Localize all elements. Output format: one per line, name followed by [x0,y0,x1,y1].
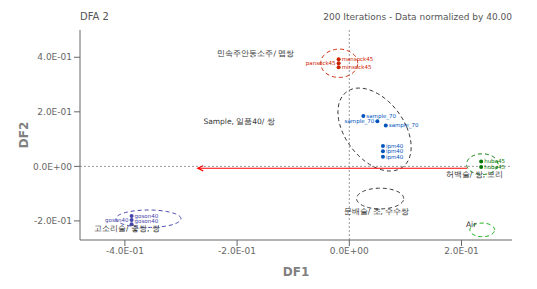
svg-text:goson40: goson40 [134,213,159,219]
svg-text:ipm40: ipm40 [386,142,404,149]
svg-text:DF1: DF1 [283,265,310,278]
svg-text:Air: Air [466,220,477,229]
svg-text:minsock45: minsock45 [342,64,372,70]
svg-text:ipm40: ipm40 [386,154,404,161]
svg-text:ipm40: ipm40 [386,148,404,155]
svg-text:huba45: huba45 [484,158,505,165]
svg-text:0.0E+00: 0.0E+00 [330,246,369,256]
html-text:DFA 2: DFA 2 [80,11,109,22]
svg-text:0.0E+00: 0.0E+00 [33,162,72,172]
svg-text:pansock45: pansock45 [306,60,336,67]
html-text:200 Iterations - Data normaliz: 200 Iterations - Data normalized by 40.0… [323,12,512,22]
svg-text:sample_70: sample_70 [366,112,397,119]
svg-text:민속주안동소주/ 멥쌍: 민속주안동소주/ 멥쌍 [217,49,294,58]
svg-text:huba45: huba45 [484,163,505,170]
svg-text:문배술/ 조, 수수쌍: 문배술/ 조, 수수쌍 [344,207,410,216]
svg-text:DF2: DF2 [17,122,31,149]
svg-text:sample_70: sample_70 [345,118,375,125]
svg-text:goson40: goson40 [134,218,159,225]
svg-text:-2.0E-01: -2.0E-01 [218,246,256,256]
svg-text:-4.0E-01: -4.0E-01 [106,246,144,256]
svg-text:Sample, 일품40/ 쌍: Sample, 일품40/ 쌍 [203,117,274,126]
svg-text:sample_70: sample_70 [389,122,419,129]
svg-text:고소리술/ 좋쌍, 쌍: 고소리술/ 좋쌍, 쌍 [94,224,160,233]
svg-text:goson40: goson40 [105,217,129,224]
svg-text:허백술/ 쌍, 보리: 허백술/ 쌍, 보리 [446,170,504,179]
svg-text:2.0E-01: 2.0E-01 [444,246,479,256]
svg-text:2.0E-01: 2.0E-01 [37,107,72,117]
svg-text:4.0E-01: 4.0E-01 [37,52,72,62]
svg-text:-2.0E-01: -2.0E-01 [34,216,72,226]
svg-text:mansock45: mansock45 [342,56,374,62]
